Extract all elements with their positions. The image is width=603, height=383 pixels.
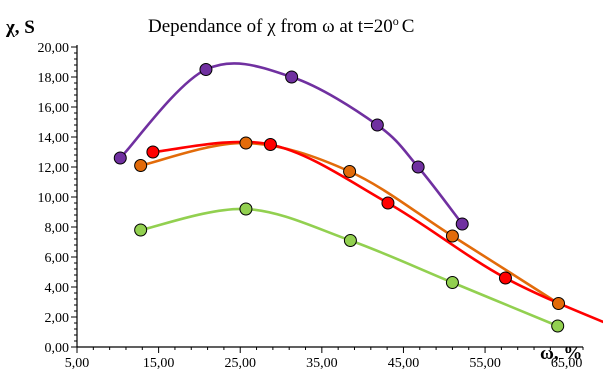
series-3-point	[146, 145, 160, 159]
curves	[119, 62, 603, 328]
series-2-point	[445, 229, 459, 243]
y-axis-label: χ, S	[5, 17, 35, 38]
chart-title: Dependance of χ from ω at t=20o C	[148, 14, 414, 37]
series-4-point	[134, 223, 148, 237]
chart-title-end: C	[402, 16, 415, 37]
x-tick-label: 15,00	[143, 356, 175, 371]
series-2-point	[343, 165, 357, 178]
y-tick-label: 12,00	[38, 161, 70, 176]
chart-title-sup: o	[393, 14, 399, 28]
x-tick-label: 5,00	[65, 356, 90, 371]
y-tick-label: 8,00	[45, 221, 70, 236]
x-tick-label: 25,00	[224, 356, 256, 371]
series-1-point	[455, 217, 469, 231]
chart-title-main: Dependance of χ from ω at t=20	[148, 16, 393, 37]
data-points	[113, 63, 566, 333]
series-1-curve	[119, 62, 464, 225]
series-4-point	[239, 202, 253, 216]
series-2-point	[239, 136, 253, 150]
y-tick-label: 2,00	[45, 311, 70, 326]
y-tick-label: 18,00	[38, 71, 70, 86]
series-4-point	[343, 234, 357, 247]
y-tick-label: 6,00	[45, 251, 70, 266]
x-tick-label: 55,00	[469, 356, 501, 371]
series-3-point	[498, 271, 512, 285]
series-3-point	[263, 138, 277, 151]
series-2-point	[134, 159, 148, 172]
axes	[71, 45, 584, 353]
tick-labels: 0,00 2,00 4,00 6,00 8,00 10,00 12,00 14,00 16,00…	[38, 41, 583, 371]
series-4-point	[551, 319, 565, 333]
y-tick-label: 4,00	[45, 281, 70, 296]
series-3-curve	[152, 140, 603, 324]
y-tick-label: 0,00	[45, 341, 70, 356]
x-tick-label: 65,00	[551, 356, 583, 371]
series-1-point	[199, 63, 213, 76]
y-tick-label: 16,00	[38, 101, 70, 116]
series-1-point	[113, 151, 127, 165]
series-1-point	[370, 118, 384, 132]
x-tick-label: 45,00	[388, 356, 420, 371]
y-tick-label: 20,00	[38, 41, 70, 56]
series-3-point	[381, 196, 395, 210]
x-tick-label: 35,00	[306, 356, 338, 371]
series-4-point	[445, 276, 459, 289]
y-tick-label: 14,00	[38, 131, 70, 146]
series-2-point	[552, 297, 566, 310]
series-4-curve	[140, 207, 559, 328]
series-1-point	[285, 70, 299, 84]
y-tick-label: 10,00	[38, 191, 70, 206]
series-1-point	[411, 160, 425, 174]
